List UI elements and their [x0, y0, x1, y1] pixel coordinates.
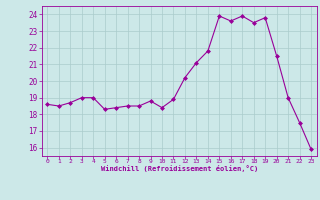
X-axis label: Windchill (Refroidissement éolien,°C): Windchill (Refroidissement éolien,°C): [100, 165, 258, 172]
